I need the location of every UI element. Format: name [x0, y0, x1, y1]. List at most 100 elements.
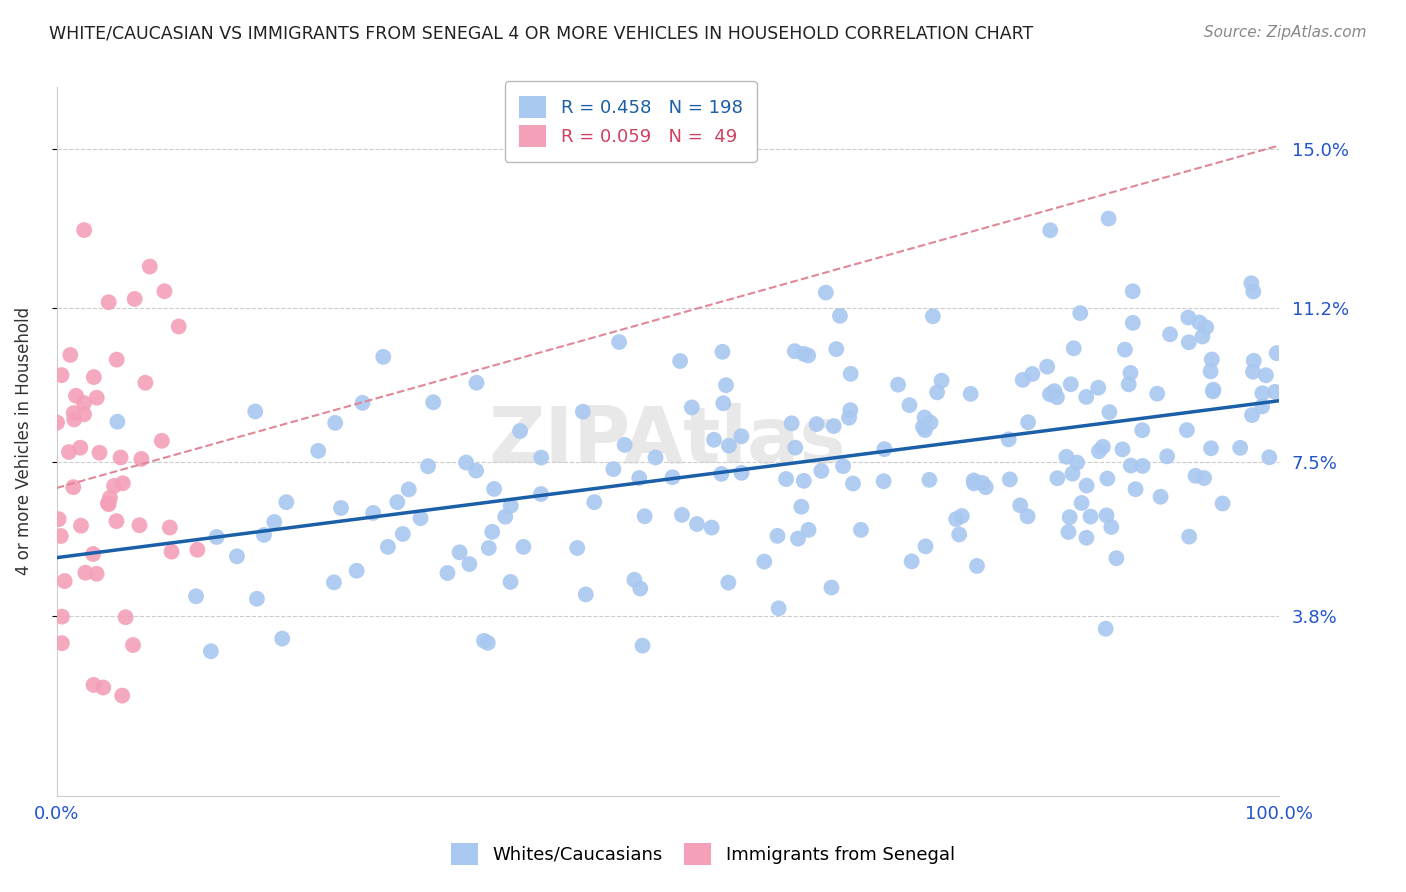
Point — [422, 395, 444, 409]
Point — [1149, 490, 1171, 504]
Point — [1062, 467, 1084, 481]
Point — [1178, 335, 1201, 350]
Point — [711, 344, 734, 359]
Point — [768, 601, 790, 615]
Point — [91, 681, 114, 695]
Point — [352, 396, 374, 410]
Point — [920, 416, 942, 430]
Point — [1057, 524, 1080, 539]
Point — [1054, 450, 1077, 464]
Point — [323, 416, 346, 430]
Point — [167, 319, 190, 334]
Point — [998, 472, 1021, 486]
Point — [160, 544, 183, 558]
Point — [481, 524, 503, 539]
Point — [98, 491, 121, 505]
Point — [1118, 377, 1140, 392]
Point — [613, 438, 636, 452]
Point — [700, 520, 723, 534]
Point — [1254, 368, 1277, 383]
Point — [1098, 405, 1121, 419]
Point — [730, 466, 752, 480]
Point — [572, 405, 595, 419]
Point — [323, 575, 346, 590]
Point — [1184, 468, 1206, 483]
Point — [872, 474, 894, 488]
Point — [271, 632, 294, 646]
Point — [107, 415, 129, 429]
Point — [927, 385, 949, 400]
Point — [1076, 531, 1098, 545]
Point — [717, 439, 740, 453]
Point — [1156, 450, 1178, 464]
Point — [97, 497, 120, 511]
Point — [205, 530, 228, 544]
Point — [1105, 551, 1128, 566]
Y-axis label: 4 or more Vehicles in Household: 4 or more Vehicles in Household — [15, 307, 32, 575]
Point — [186, 542, 208, 557]
Point — [128, 518, 150, 533]
Point — [83, 370, 105, 384]
Point — [775, 472, 797, 486]
Point — [69, 441, 91, 455]
Point — [75, 566, 97, 580]
Point — [499, 499, 522, 513]
Point — [825, 342, 848, 356]
Point — [139, 260, 162, 274]
Point — [409, 511, 432, 525]
Point — [810, 464, 832, 478]
Point — [717, 575, 740, 590]
Point — [111, 476, 134, 491]
Point — [436, 566, 458, 580]
Point — [931, 374, 953, 388]
Point — [1130, 423, 1153, 437]
Point — [1212, 496, 1234, 510]
Point — [73, 396, 96, 410]
Point — [86, 566, 108, 581]
Point — [1088, 444, 1111, 458]
Point — [710, 467, 733, 481]
Point — [1202, 384, 1225, 399]
Point — [253, 528, 276, 542]
Point — [105, 352, 128, 367]
Point — [391, 527, 413, 541]
Point — [914, 540, 936, 554]
Point — [1080, 509, 1102, 524]
Point — [62, 480, 84, 494]
Point — [945, 512, 967, 526]
Point — [814, 285, 837, 300]
Point — [1039, 387, 1062, 401]
Point — [1199, 442, 1222, 456]
Point — [887, 377, 910, 392]
Point — [478, 541, 501, 555]
Point — [1087, 381, 1109, 395]
Point — [89, 446, 111, 460]
Point — [914, 410, 936, 425]
Point — [686, 517, 709, 532]
Point — [661, 470, 683, 484]
Point — [1099, 520, 1122, 534]
Point — [276, 495, 298, 509]
Point — [1122, 284, 1144, 298]
Point — [458, 557, 481, 571]
Point — [477, 636, 499, 650]
Point — [1060, 377, 1083, 392]
Point — [838, 410, 860, 425]
Point — [105, 514, 128, 528]
Point — [1069, 306, 1091, 320]
Point — [51, 609, 73, 624]
Point — [790, 500, 813, 514]
Point — [449, 545, 471, 559]
Point — [86, 391, 108, 405]
Point — [263, 515, 285, 529]
Point — [1114, 343, 1136, 357]
Point — [46, 416, 69, 430]
Point — [134, 376, 156, 390]
Point — [948, 527, 970, 541]
Text: Source: ZipAtlas.com: Source: ZipAtlas.com — [1204, 25, 1367, 40]
Point — [1119, 366, 1142, 380]
Point — [330, 500, 353, 515]
Point — [51, 368, 73, 383]
Point — [1097, 211, 1119, 226]
Legend: R = 0.458   N = 198, R = 0.059   N =  49: R = 0.458 N = 198, R = 0.059 N = 49 — [505, 81, 756, 161]
